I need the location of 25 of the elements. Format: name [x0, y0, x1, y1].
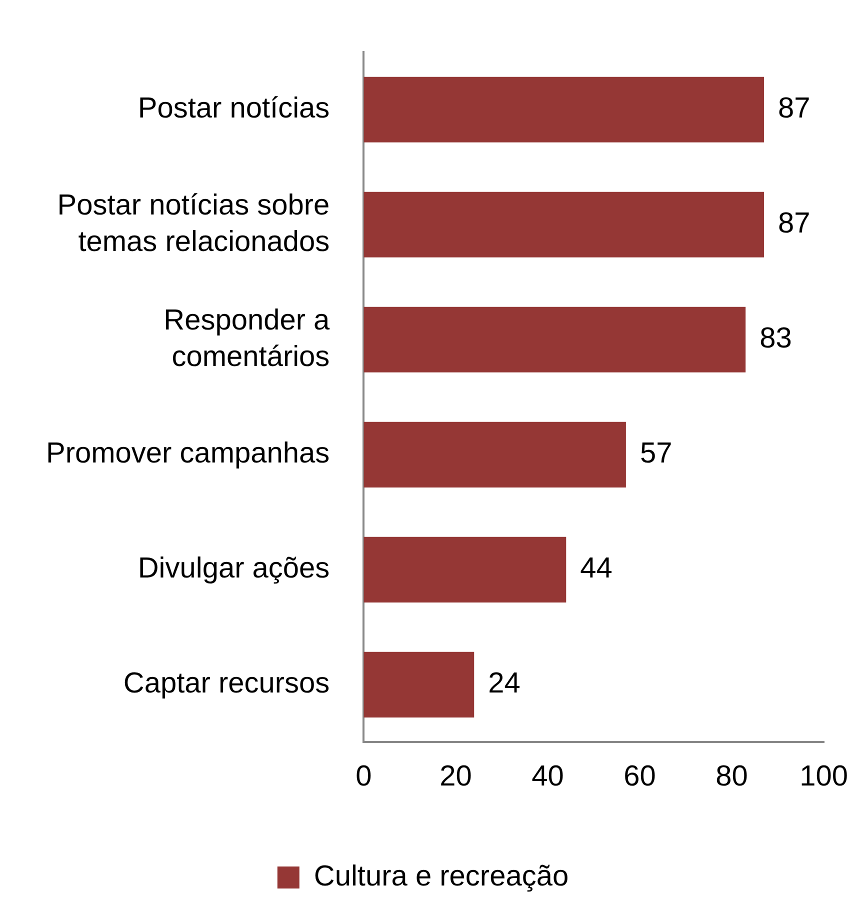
x-tick-label: 20 [440, 760, 472, 793]
bar [364, 192, 764, 258]
bar [364, 306, 746, 372]
y-tick-label: Promover campanhas [46, 438, 330, 470]
x-tick-label: 60 [624, 760, 656, 793]
x-tick-label: 0 [356, 760, 372, 793]
y-tick-label: Captar recursos [123, 668, 330, 700]
y-tick-label: Responder a comentários [164, 304, 331, 373]
data-label: 87 [778, 208, 810, 240]
data-label: 87 [778, 92, 810, 125]
bar [364, 76, 764, 142]
legend-label: Cultura e recreação [314, 860, 569, 892]
data-label: 44 [580, 552, 612, 585]
data-label: 83 [760, 322, 792, 355]
x-tick-label: 100 [800, 760, 848, 793]
bar [364, 536, 566, 602]
x-tick-label: 40 [532, 760, 564, 793]
data-label: 57 [640, 438, 672, 470]
bar [364, 652, 474, 718]
bar [364, 422, 626, 488]
y-tick-label: Postar notícias [138, 92, 330, 125]
y-tick-label: Postar notícias sobre temas relacionados [57, 190, 330, 258]
data-label: 24 [488, 668, 520, 700]
y-tick-label: Divulgar ações [138, 552, 330, 585]
x-tick-label: 80 [716, 760, 748, 793]
